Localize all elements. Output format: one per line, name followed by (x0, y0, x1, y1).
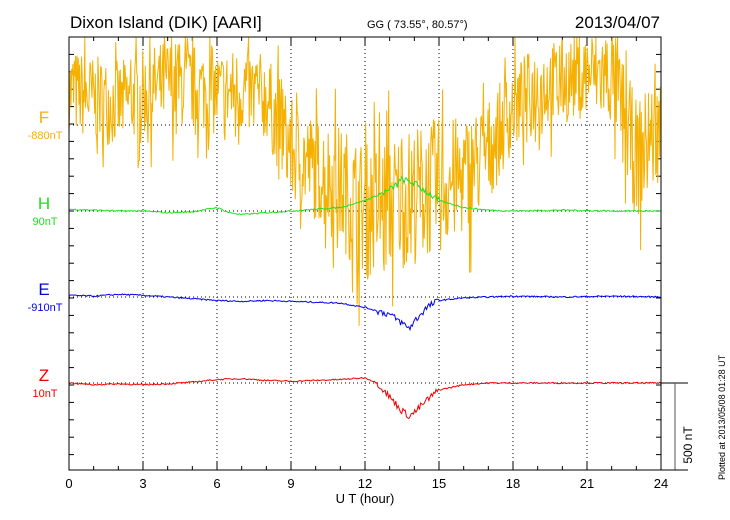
series-name-Z: Z (39, 366, 49, 385)
x-tick-label: 21 (580, 476, 594, 491)
series-name-F: F (39, 108, 49, 127)
chart-title: Dixon Island (DIK) [AARI] (70, 13, 262, 32)
series-baseline-Z: 10nT (32, 388, 57, 400)
station-coords: GG ( 73.55°, 80.57°) (367, 19, 468, 31)
series-line-Z (68, 376, 662, 420)
series-baseline-H: 90nT (32, 216, 57, 228)
series-line-H (68, 175, 662, 216)
x-tick-label: 12 (358, 476, 372, 491)
series-line-E (68, 293, 662, 332)
series-name-E: E (38, 280, 49, 299)
series-baseline-E: -910nT (28, 302, 63, 314)
series-name-H: H (38, 194, 50, 213)
x-axis-label: U T (hour) (336, 491, 395, 506)
x-tick-label: 15 (432, 476, 446, 491)
plotted-at-footer: Plotted at 2013/05/08 01:28 UT (717, 354, 727, 480)
x-tick-label: 6 (213, 476, 220, 491)
x-tick-label: 9 (287, 476, 294, 491)
x-tick-label: 18 (506, 476, 520, 491)
x-tick-label: 0 (65, 476, 72, 491)
series-line-F (68, 36, 662, 326)
x-tick-label: 3 (139, 476, 146, 491)
x-tick-label: 24 (654, 476, 668, 491)
scale-bar-label: 500 nT (681, 426, 695, 464)
plot-frame (68, 36, 662, 471)
chart-date: 2013/04/07 (575, 13, 660, 32)
series-baseline-F: -880nT (28, 130, 63, 142)
